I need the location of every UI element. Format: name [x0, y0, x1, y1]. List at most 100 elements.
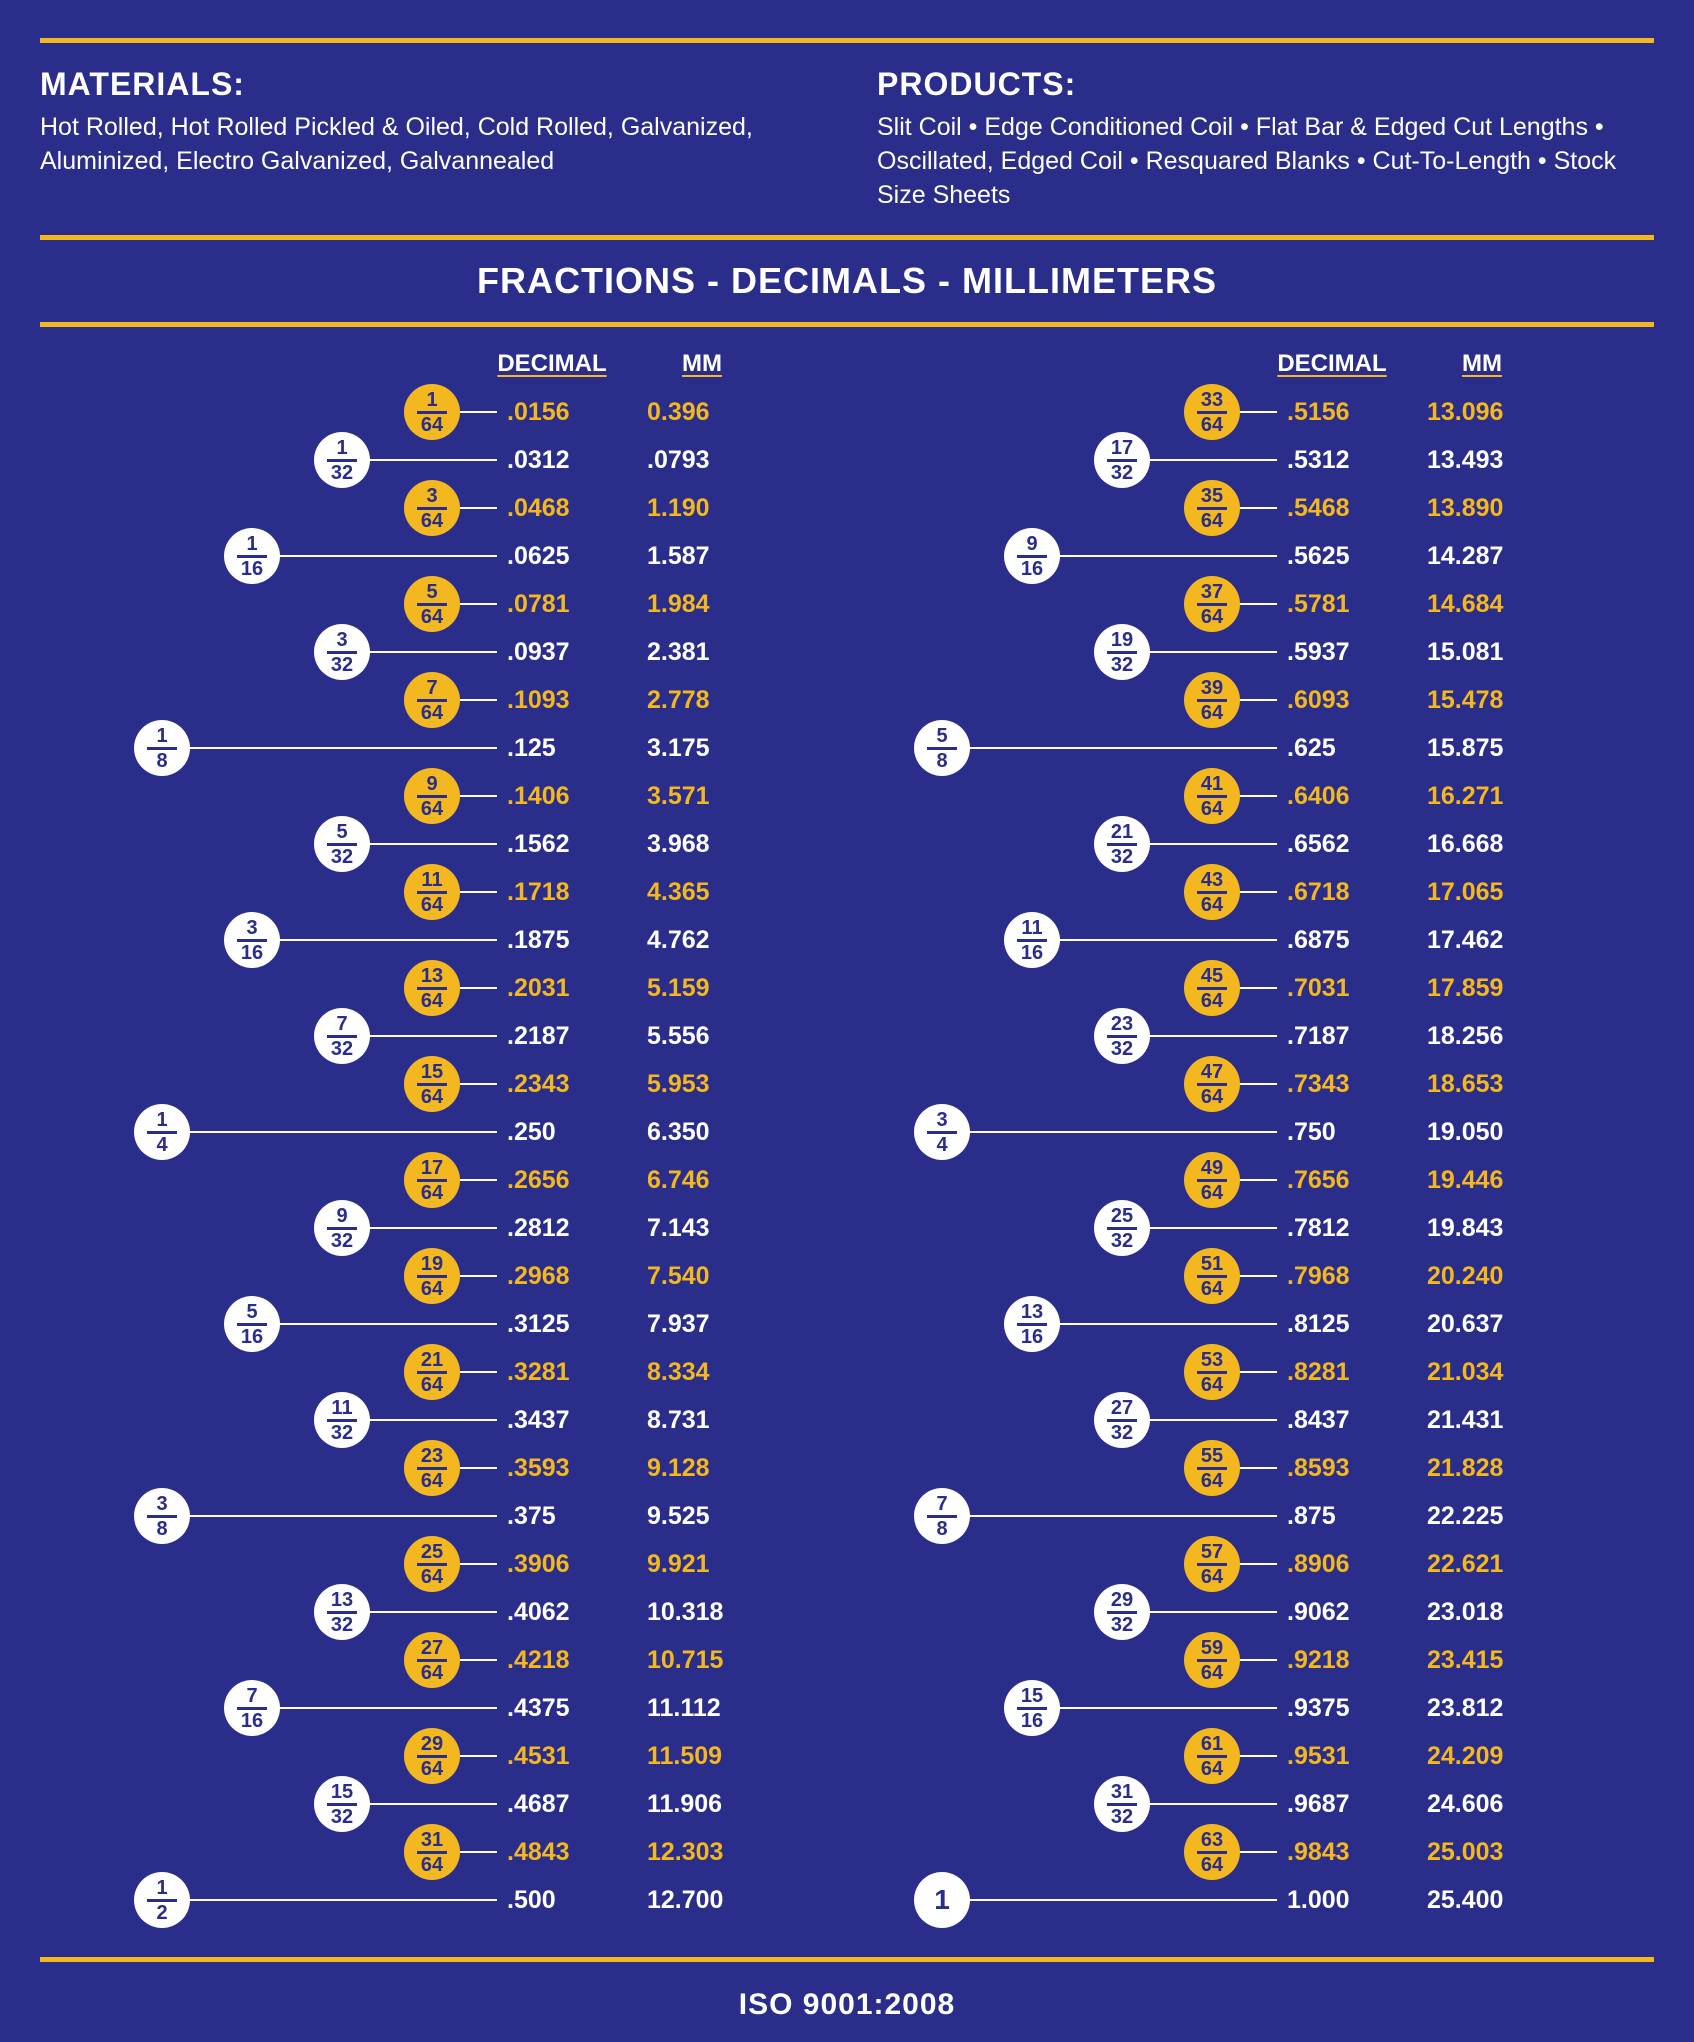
table-row: 4764.734318.653 — [897, 1060, 1577, 1108]
fraction-denominator: 64 — [421, 607, 443, 627]
mm-value: 5.556 — [627, 1022, 777, 1051]
decimal-value: .3593 — [477, 1454, 627, 1483]
leader-line — [162, 1515, 497, 1517]
fraction-pill: 4564 — [1184, 960, 1240, 1016]
mm-value: 23.018 — [1407, 1598, 1557, 1627]
fraction-numerator: 35 — [1201, 486, 1223, 506]
fraction-denominator: 32 — [331, 1423, 353, 1443]
fraction-pill: 14 — [134, 1104, 190, 1160]
fraction-numerator: 1 — [246, 534, 257, 554]
fraction-denominator: 16 — [1021, 1327, 1043, 1347]
mm-value: 22.621 — [1407, 1550, 1557, 1579]
fraction-bar — [1197, 1851, 1227, 1854]
fraction-pill: 3364 — [1184, 384, 1240, 440]
fraction-numerator: 25 — [1111, 1206, 1133, 1226]
decimal-value: .9218 — [1257, 1646, 1407, 1675]
decimal-value: .3281 — [477, 1358, 627, 1387]
fraction-pill: 34 — [914, 1104, 970, 1160]
mm-value: 3.175 — [627, 734, 777, 763]
fraction-numerator: 27 — [1111, 1398, 1133, 1418]
fraction-pill: 1932 — [1094, 624, 1150, 680]
decimal-value: .7031 — [1257, 974, 1407, 1003]
decimal-value: .750 — [1257, 1118, 1407, 1147]
fraction-denominator: 64 — [421, 1375, 443, 1395]
mm-value: 7.143 — [627, 1214, 777, 1243]
mm-value: 9.921 — [627, 1550, 777, 1579]
horizontal-rule — [40, 1957, 1654, 1962]
fraction-denominator: 64 — [421, 991, 443, 1011]
fraction-denominator: 64 — [421, 1567, 443, 1587]
mm-value: 21.034 — [1407, 1358, 1557, 1387]
fraction-pill: 2332 — [1094, 1008, 1150, 1064]
table-row: 1964.29687.540 — [117, 1252, 797, 1300]
fraction-numerator: 53 — [1201, 1350, 1223, 1370]
mm-value: 10.715 — [627, 1646, 777, 1675]
decimal-value: .2343 — [477, 1070, 627, 1099]
fraction-numerator: 13 — [331, 1590, 353, 1610]
table-row: 132.0312.0793 — [117, 436, 797, 484]
fraction-pill: 1964 — [404, 1248, 460, 1304]
table-row: 18.1253.175 — [117, 724, 797, 772]
fraction-denominator: 64 — [421, 1759, 443, 1779]
fraction-numerator: 5 — [426, 582, 437, 602]
fraction-pill: 4164 — [1184, 768, 1240, 824]
mm-value: 23.415 — [1407, 1646, 1557, 1675]
table-row: 4564.703117.859 — [897, 964, 1577, 1012]
fraction-numerator: 1 — [426, 390, 437, 410]
materials-heading: MATERIALS: — [40, 66, 817, 103]
fraction-numerator: 13 — [421, 966, 443, 986]
fraction-numerator: 55 — [1201, 1446, 1223, 1466]
decimal-header: DECIMAL — [1257, 350, 1407, 378]
fraction-denominator: 16 — [241, 1711, 263, 1731]
table-row: 1316.812520.637 — [897, 1300, 1577, 1348]
fraction-denominator: 32 — [1111, 463, 1133, 483]
table-row: 2332.718718.256 — [897, 1012, 1577, 1060]
mm-value: 9.525 — [627, 1502, 777, 1531]
fraction-pill: 4364 — [1184, 864, 1240, 920]
mm-value: 19.050 — [1407, 1118, 1557, 1147]
fraction-numerator: 49 — [1201, 1158, 1223, 1178]
fraction-pill: 5364 — [1184, 1344, 1240, 1400]
fraction-denominator: 32 — [331, 655, 353, 675]
mm-header: MM — [1407, 350, 1557, 378]
mm-value: 2.778 — [627, 686, 777, 715]
fraction-numerator: 3 — [336, 630, 347, 650]
decimal-value: .7656 — [1257, 1166, 1407, 1195]
fraction-denominator: 64 — [421, 1855, 443, 1875]
fraction-numerator: 13 — [1021, 1302, 1043, 1322]
fraction-pill: 932 — [314, 1200, 370, 1256]
mm-value: 6.746 — [627, 1166, 777, 1195]
fraction-pill: 564 — [404, 576, 460, 632]
fraction-pill: 532 — [314, 816, 370, 872]
fraction-numerator: 33 — [1201, 390, 1223, 410]
decimal-value: .6406 — [1257, 782, 1407, 811]
table-row: 6364.984325.003 — [897, 1828, 1577, 1876]
fraction-pill: 364 — [404, 480, 460, 536]
fraction-pill: 116 — [224, 528, 280, 584]
fraction-numerator: 43 — [1201, 870, 1223, 890]
table-row: 2564.39069.921 — [117, 1540, 797, 1588]
leader-line — [252, 555, 497, 557]
mm-value: 10.318 — [627, 1598, 777, 1627]
fraction-denominator: 64 — [1201, 1855, 1223, 1875]
decimal-value: .5781 — [1257, 590, 1407, 619]
mm-value: 16.668 — [1407, 830, 1557, 859]
table-row: 2932.906223.018 — [897, 1588, 1577, 1636]
fraction-pill: 5964 — [1184, 1632, 1240, 1688]
table-row: 1516.937523.812 — [897, 1684, 1577, 1732]
fraction-numerator: 31 — [421, 1830, 443, 1850]
fraction-pill: 2964 — [404, 1728, 460, 1784]
decimal-value: .2812 — [477, 1214, 627, 1243]
table-row: 5764.890622.621 — [897, 1540, 1577, 1588]
materials-block: MATERIALS: Hot Rolled, Hot Rolled Pickle… — [40, 66, 817, 212]
mm-value: 4.365 — [627, 878, 777, 907]
fraction-pill: 3564 — [1184, 480, 1240, 536]
fraction-bar — [1107, 1803, 1137, 1806]
decimal-value: .9531 — [1257, 1742, 1407, 1771]
fraction-denominator: 16 — [241, 943, 263, 963]
fraction-numerator: 23 — [1111, 1014, 1133, 1034]
mm-value: 11.509 — [627, 1742, 777, 1771]
mm-value: 8.731 — [627, 1406, 777, 1435]
decimal-value: .8906 — [1257, 1550, 1407, 1579]
leader-line — [1032, 555, 1277, 557]
